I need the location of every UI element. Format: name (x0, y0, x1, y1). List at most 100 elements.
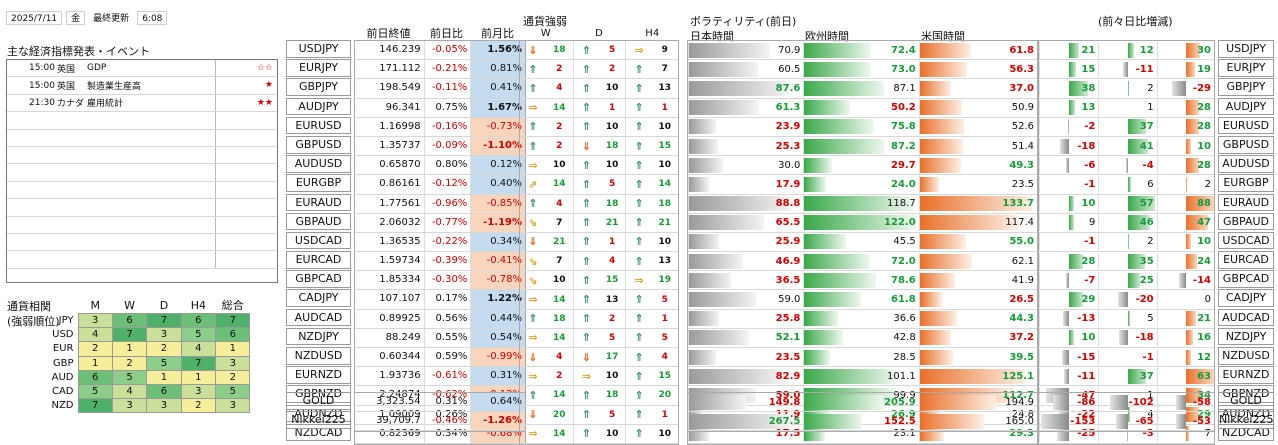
pair-symbol[interactable]: GBPUSD (286, 136, 351, 154)
pair-symbol[interactable]: USDCAD (1218, 232, 1274, 250)
pair-symbol[interactable]: EURNZD (1218, 366, 1274, 384)
strength-cell: ⇑10 (573, 118, 626, 136)
pair-symbol[interactable]: GBPJPY (286, 78, 351, 96)
arrow-up-icon: ⇑ (632, 178, 645, 191)
strength-rank: 13 (658, 79, 672, 97)
change-bar (1041, 414, 1069, 429)
pair-symbol[interactable]: EURCAD (1218, 251, 1274, 269)
arrow-up-icon: ⇑ (632, 216, 645, 229)
volatility-value: 87.1 (893, 80, 915, 97)
pair-symbol[interactable]: CADJPY (286, 289, 351, 307)
update-label: 最終更新 (89, 12, 133, 26)
strength-cell: ⇑4 (573, 252, 626, 270)
change-cell: -13 (1039, 310, 1098, 327)
pair-symbol[interactable]: USDJPY (1218, 40, 1274, 58)
pair-symbol[interactable]: AUDJPY (1218, 98, 1274, 116)
price-row: 1.77561-0.96%-0.85% (355, 195, 525, 214)
pair-symbol[interactable]: GBPCAD (286, 270, 351, 288)
strength-cell: ⇑14 (520, 386, 573, 404)
corr-rank-cell: 7 (78, 399, 112, 413)
day-change: -0.12% (424, 175, 471, 193)
strength-cell: ⇑4 (520, 79, 573, 97)
arrow-up-icon: ⇑ (526, 312, 539, 325)
change-value: 19 (1197, 61, 1211, 78)
pair-symbol[interactable]: AUDUSD (1218, 155, 1274, 173)
pair-symbol[interactable]: NZDUSD (286, 347, 351, 365)
pair-symbol[interactable]: EURJPY (1218, 59, 1274, 77)
pair-symbol[interactable]: EURGBP (1218, 174, 1274, 192)
volatility-cell: 29.7 (803, 157, 918, 174)
corr-rank-cell: 1 (147, 370, 181, 384)
strength-rank: 10 (605, 367, 619, 385)
pair-symbol[interactable]: NZDJPY (286, 328, 351, 346)
volatility-value: 23.5 (1012, 176, 1034, 193)
pair-symbol[interactable]: GOLD (286, 392, 351, 410)
pair-symbol[interactable]: EURUSD (286, 117, 351, 135)
volatility-cell: 65.5 (688, 214, 803, 231)
month-change: 0.54% (470, 329, 525, 347)
strength-cell: ⇑18 (573, 195, 626, 213)
pair-symbol[interactable]: EURAUD (286, 194, 351, 212)
strength-row: ⇑2⇑2⇑7 (520, 60, 678, 79)
pair-symbol[interactable]: GBPJPY (1218, 78, 1274, 96)
pair-symbol[interactable]: AUDJPY (286, 98, 351, 116)
volatility-value: 88.8 (776, 195, 801, 212)
pair-symbol[interactable]: AUDUSD (286, 155, 351, 173)
change-cell: 2 (1157, 176, 1214, 193)
pair-symbol[interactable]: GBPCAD (1218, 270, 1274, 288)
pair-symbol[interactable]: NZDUSD (1218, 347, 1274, 365)
pair-symbol[interactable]: GOLD (1218, 392, 1274, 410)
pair-symbol[interactable]: CADJPY (1218, 289, 1274, 307)
pair-symbol[interactable]: EURGBP (286, 174, 351, 192)
pair-symbol[interactable]: EURNZD (286, 366, 351, 384)
volatility-value: 65.5 (776, 214, 801, 231)
pair-symbol[interactable]: EURAUD (1218, 194, 1274, 212)
pair-symbol[interactable]: EURCAD (286, 251, 351, 269)
strength-row: ⇑4⇑10⇑13 (520, 79, 678, 98)
volatility-value: 28.5 (893, 349, 915, 366)
volatility-cell: 25.9 (688, 233, 803, 250)
volatility-value: 61.8 (1009, 42, 1034, 59)
volatility-bar (804, 234, 846, 249)
arrow-up-icon: ⇑ (632, 140, 645, 153)
volatility-value: 41.9 (1012, 272, 1034, 289)
pair-symbol[interactable]: AUDCAD (286, 309, 351, 327)
volatility-value: 61.8 (891, 291, 916, 308)
volatility-bar (689, 369, 784, 384)
pair-symbol[interactable]: AUDCAD (1218, 309, 1274, 327)
day-change: 0.55% (424, 329, 471, 347)
strength-cell: ⇓18 (573, 137, 626, 155)
volatility-bar (804, 350, 830, 365)
strength-rank: 10 (552, 156, 566, 174)
strength-table: ⇓18⇑5⇒9⇑2⇑2⇑7⇑4⇑10⇑13⇒14⇑1⇑1⇑2⇑10⇑10⇑2⇓1… (519, 40, 679, 445)
pair-symbol[interactable]: USDCAD (286, 232, 351, 250)
change-cell: 10 (1157, 233, 1214, 250)
volatility-cell: 44.3 (919, 310, 1037, 327)
change-value: 21 (1197, 310, 1211, 327)
corr-rank-cell: 1 (216, 342, 250, 356)
pair-symbol[interactable]: Nikkei225 (1218, 411, 1274, 429)
volatility-bar (689, 139, 718, 154)
prev-close: 107.107 (355, 290, 424, 308)
strength-rank: 14 (552, 175, 566, 193)
pair-symbol[interactable]: GBPUSD (1218, 136, 1274, 154)
pair-symbol[interactable]: EURUSD (1218, 117, 1274, 135)
pair-symbol[interactable]: EURJPY (286, 59, 351, 77)
pair-symbol[interactable]: GBPAUD (1218, 213, 1274, 231)
pair-symbol[interactable]: USDJPY (286, 40, 351, 58)
change-value: 15 (1081, 61, 1095, 78)
pair-symbol[interactable]: NZDJPY (1218, 328, 1274, 346)
strength-cell: ⇑1 (625, 406, 678, 424)
day-change: -0.77% (424, 214, 471, 232)
arrow-up-icon: ⇑ (580, 235, 593, 248)
change-bar (1186, 139, 1191, 154)
change-value: 41 (1140, 138, 1154, 155)
change-value: -18 (1077, 138, 1095, 155)
change-bar (1118, 292, 1128, 307)
pair-symbol[interactable]: GBPAUD (286, 213, 351, 231)
volatility-cell: 101.1 (803, 368, 918, 385)
pair-symbol[interactable]: Nikkei225 (286, 411, 351, 429)
